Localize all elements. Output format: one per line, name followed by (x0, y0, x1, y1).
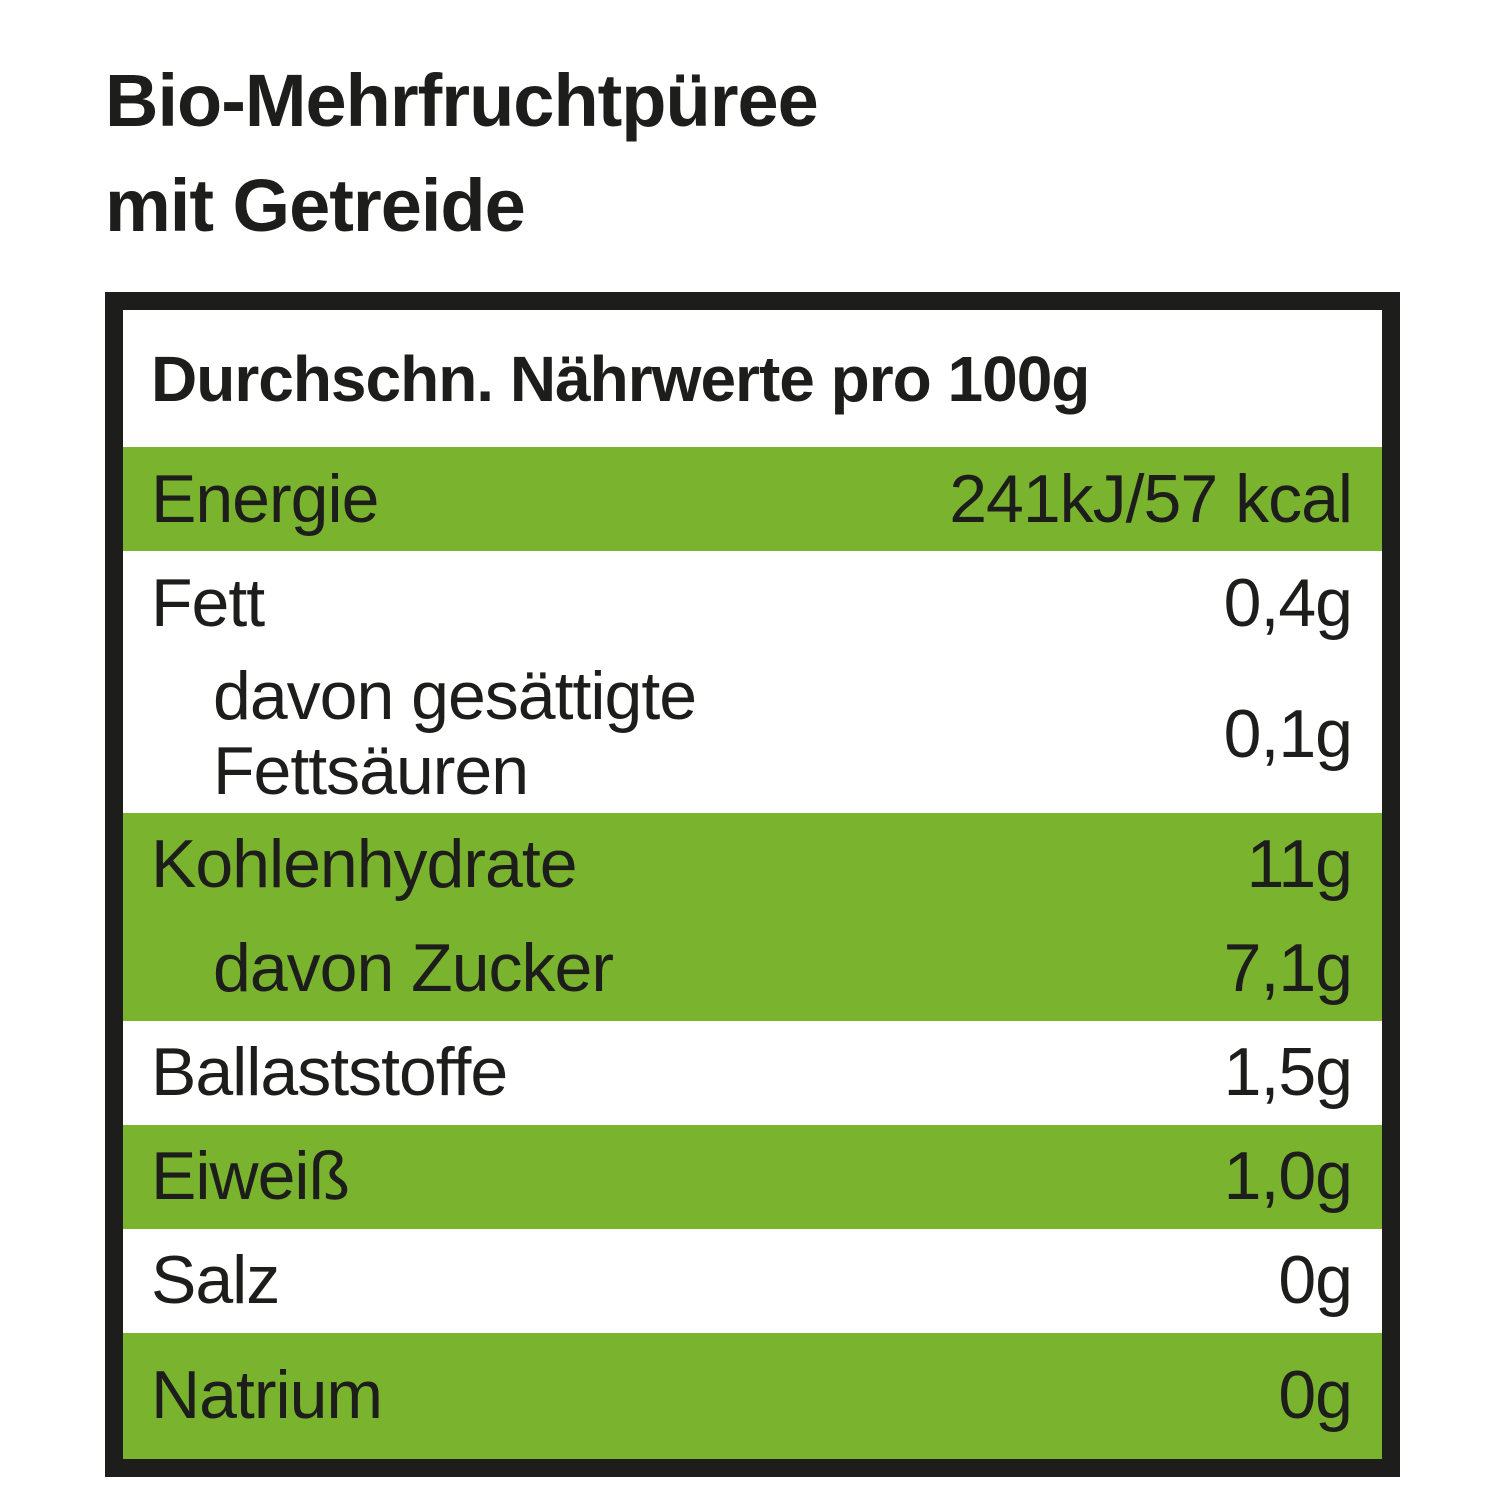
row-value: 0,1g (1223, 695, 1353, 772)
nutrition-table: Durchschn. Nährwerte pro 100g Energie 24… (105, 292, 1400, 1477)
table-header-text: Durchschn. Nährwerte pro 100g (151, 342, 1090, 415)
product-title-line-2: mit Getreide (105, 164, 526, 248)
row-value: 0g (1278, 1357, 1353, 1434)
row-value: 1,0g (1223, 1138, 1353, 1215)
row-label: Ballaststoffe (151, 1034, 508, 1111)
row-value: 1,5g (1223, 1034, 1353, 1111)
row-label: Salz (151, 1242, 280, 1319)
table-row-fett: Fett 0,4g (123, 551, 1382, 656)
table-row-natrium: Natrium 0g (123, 1332, 1382, 1459)
row-value: 0g (1278, 1242, 1353, 1319)
table-row-eiweiss: Eiweiß 1,0g (123, 1124, 1382, 1229)
table-header: Durchschn. Nährwerte pro 100g (123, 310, 1382, 448)
row-value: 11g (1246, 826, 1353, 903)
row-value: 241kJ/57 kcal (949, 460, 1353, 537)
row-label: Energie (151, 460, 379, 537)
row-label: Fett (151, 564, 265, 641)
row-value: 7,1g (1223, 930, 1353, 1007)
row-label: davon Zucker (213, 930, 614, 1007)
row-value: 0,4g (1223, 564, 1353, 641)
table-row-davon-zucker: davon Zucker 7,1g (123, 916, 1382, 1021)
row-label: Natrium (151, 1357, 383, 1434)
row-label: Kohlenhydrate (151, 826, 578, 903)
row-label: davon gesättigte Fettsäuren (213, 658, 697, 809)
table-row-gesaettigte-fettsaeuren: davon gesättigte Fettsäuren 0,1g (123, 655, 1382, 813)
row-label: Eiweiß (151, 1138, 350, 1215)
table-row-energie: Energie 241kJ/57 kcal (123, 447, 1382, 552)
table-row-salz: Salz 0g (123, 1228, 1382, 1333)
table-row-kohlenhydrate: Kohlenhydrate 11g (123, 812, 1382, 917)
table-row-ballaststoffe: Ballaststoffe 1,5g (123, 1020, 1382, 1125)
product-title: Bio-Mehrfruchtpüree mit Getreide (105, 48, 1400, 258)
product-title-line-1: Bio-Mehrfruchtpüree (105, 59, 819, 142)
